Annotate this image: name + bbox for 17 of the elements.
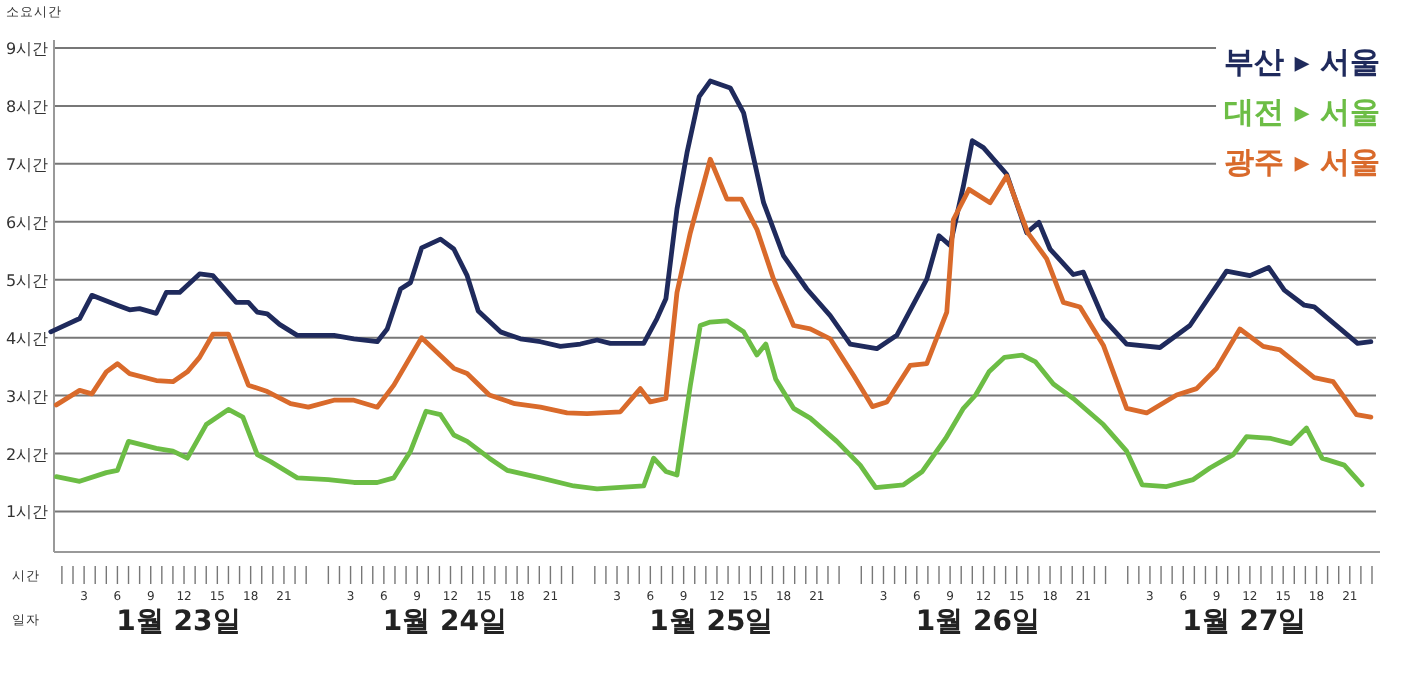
y-tick-label: 2시간 — [6, 445, 49, 464]
y-tick-label: 3시간 — [6, 387, 49, 406]
y-tick-label: 9시간 — [6, 40, 49, 58]
text: 부산 ▸ 서울 — [1224, 44, 1380, 80]
y-tick-label: 4시간 — [6, 329, 49, 348]
y-tick-label: 5시간 — [6, 271, 49, 290]
text: 1월 26일 — [915, 606, 1040, 638]
text: 1월 23일 — [116, 606, 241, 638]
text: 1월 27일 — [1182, 606, 1307, 638]
y-tick-label: 6시간 — [6, 213, 49, 232]
y-tick-label: 8시간 — [6, 97, 49, 116]
text: 대전 ▸ 서울 — [1224, 94, 1380, 130]
text: 1월 25일 — [649, 606, 774, 638]
text: 광주 ▸ 서울 — [1224, 144, 1380, 180]
y-tick-label: 1시간 — [6, 503, 49, 522]
text: 1월 24일 — [382, 606, 508, 638]
y-tick-label: 7시간 — [6, 155, 49, 174]
